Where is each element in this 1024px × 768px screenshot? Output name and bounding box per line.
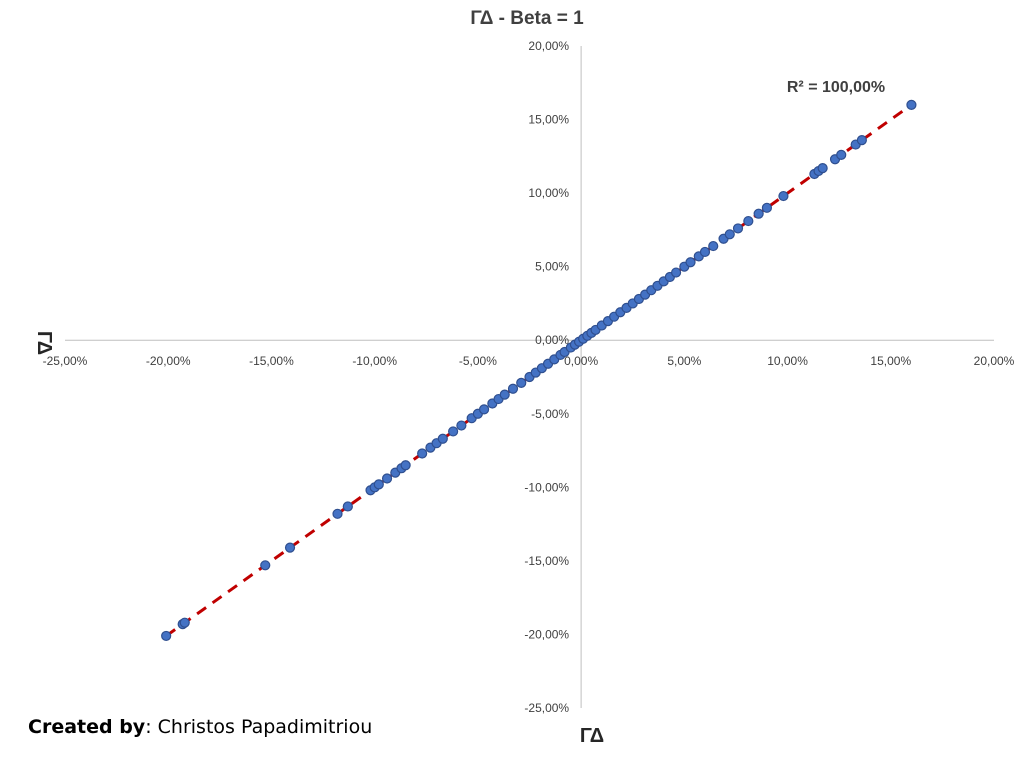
data-point	[284, 542, 296, 553]
data-point	[743, 215, 754, 227]
credit-separator: :	[145, 716, 158, 738]
x-tick-label: 15,00%	[870, 354, 911, 368]
y-tick-label: 10,00%	[528, 186, 569, 200]
data-point	[732, 223, 744, 234]
data-point	[499, 389, 510, 400]
x-tick-label: -5,00%	[459, 354, 497, 368]
data-point	[507, 383, 519, 394]
x-axis-title: ΓΔ	[580, 725, 604, 747]
y-tick-labels: 20,00% 15,00% 10,00% 5,00% 0,00% -5,00% -10,00…	[524, 39, 569, 715]
x-tick-label: 10,00%	[767, 354, 808, 368]
data-point	[856, 135, 867, 146]
data-point	[699, 246, 711, 258]
x-tick-label: 5,00%	[667, 354, 701, 368]
data-point	[516, 377, 527, 388]
y-tick-label: 15,00%	[528, 113, 569, 127]
y-tick-label: 5,00%	[535, 260, 569, 274]
credit-label: Created by	[28, 716, 146, 738]
y-tick-label: 0,00%	[535, 333, 569, 347]
data-point	[448, 426, 459, 437]
y-axis-title: ΓΔ	[33, 331, 55, 355]
data-point	[381, 473, 393, 484]
data-point	[778, 190, 789, 202]
x-tick-label: -15,00%	[249, 354, 294, 368]
credit-line: Created by: Christos Papadimitriou	[28, 716, 372, 738]
data-point	[724, 229, 735, 240]
data-point	[417, 448, 428, 459]
x-tick-label: 0,00%	[564, 354, 598, 368]
data-point	[400, 460, 411, 471]
x-tick-labels: -25,00% -20,00% -15,00% -10,00% -5,00% 0,00% 5…	[43, 354, 1015, 368]
data-point	[906, 99, 917, 110]
data-point	[708, 240, 719, 252]
x-tick-label: -10,00%	[352, 354, 397, 368]
data-point	[179, 617, 190, 628]
x-tick-label: -20,00%	[146, 354, 191, 368]
data-point	[161, 630, 172, 642]
data-point	[332, 508, 343, 519]
data-points	[161, 99, 917, 642]
y-tick-label: -5,00%	[531, 407, 569, 421]
data-point	[260, 560, 271, 571]
data-point	[437, 433, 448, 444]
y-tick-label: 20,00%	[528, 39, 569, 53]
data-point	[373, 479, 384, 490]
x-tick-label: 20,00%	[974, 354, 1015, 368]
data-point	[836, 149, 847, 160]
data-point	[342, 501, 353, 512]
data-point	[685, 257, 696, 268]
r-squared-annotation: R² = 100,00%	[787, 79, 885, 96]
y-tick-label: -25,00%	[524, 701, 569, 715]
x-tick-label: -25,00%	[43, 354, 88, 368]
y-tick-label: -10,00%	[524, 480, 569, 494]
data-point	[456, 420, 467, 431]
y-tick-label: -15,00%	[524, 554, 569, 568]
y-tick-label: -20,00%	[524, 627, 569, 641]
chart-title: ΓΔ - Beta = 1	[470, 8, 584, 29]
data-point	[670, 267, 682, 278]
data-point	[753, 208, 764, 219]
data-point	[817, 163, 828, 174]
data-point	[478, 404, 490, 415]
credit-author: Christos Papadimitriou	[157, 716, 373, 738]
data-point	[761, 202, 773, 213]
